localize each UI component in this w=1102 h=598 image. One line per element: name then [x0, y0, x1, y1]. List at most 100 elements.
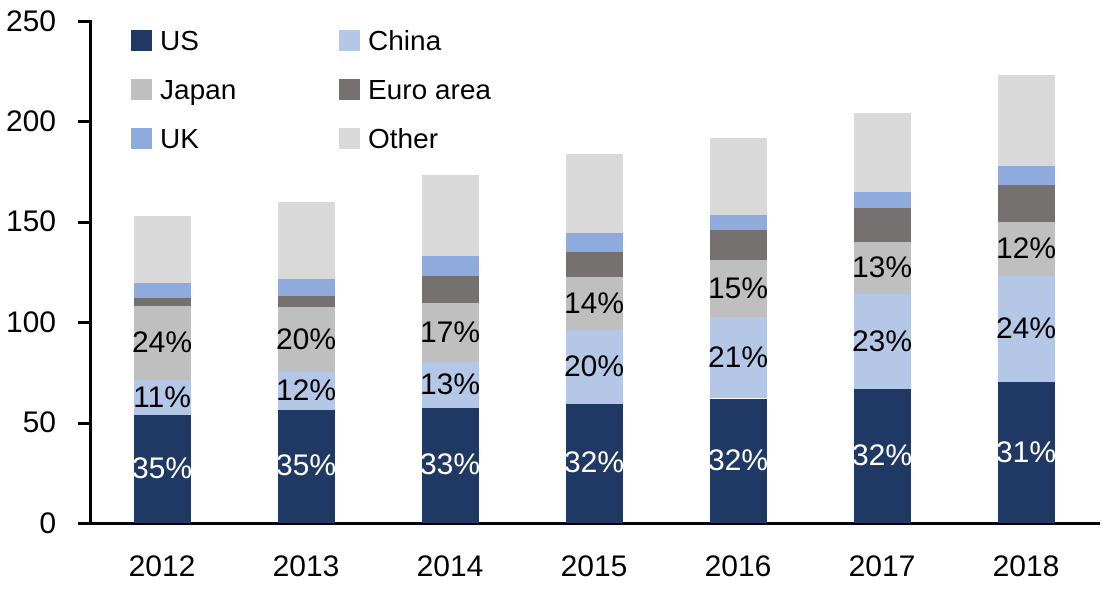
- x-axis-category-label-2016: 2016: [704, 550, 772, 583]
- bar-segment-euro-area-2018: [997, 184, 1055, 222]
- percent-label-us-2017: 32%: [851, 439, 913, 473]
- legend-label-us: US: [160, 24, 199, 56]
- bar-segment-japan-2018: [997, 221, 1055, 276]
- bar-segment-uk-2016: [709, 214, 767, 230]
- bar-segment-other-2014: [421, 174, 479, 256]
- bar-segment-japan-2013: [277, 307, 335, 373]
- y-axis-tick-50: [78, 421, 89, 425]
- legend-label-china: China: [368, 24, 442, 56]
- bar-segment-japan-2016: [709, 259, 767, 318]
- y-axis-label-150: 150: [5, 205, 56, 239]
- bar-segment-uk-2018: [997, 165, 1055, 185]
- y-axis-label-250: 250: [5, 4, 56, 38]
- bar-segment-us-2013: [277, 409, 335, 523]
- percent-label-japan-2014: 17%: [419, 315, 481, 349]
- y-axis-label-50: 50: [22, 406, 56, 440]
- percent-label-china-2012: 11%: [133, 380, 191, 414]
- bar-segment-uk-2015: [565, 232, 623, 252]
- x-axis-category-label-2014: 2014: [416, 550, 484, 583]
- legend-label-japan: Japan: [160, 73, 237, 105]
- percent-label-japan-2015: 14%: [563, 286, 625, 320]
- legend-swatch-other: [339, 128, 360, 149]
- y-axis-tick-250: [78, 20, 89, 23]
- y-axis-label-200: 200: [5, 104, 56, 138]
- bar-segment-japan-2012: [133, 306, 191, 381]
- y-axis-tick-100: [78, 321, 89, 325]
- percent-label-us-2016: 32%: [707, 443, 769, 477]
- bar-segment-japan-2017: [853, 241, 911, 295]
- legend-swatch-uk: [131, 128, 152, 149]
- legend-swatch-us: [131, 30, 152, 51]
- legend-swatch-japan: [131, 79, 152, 100]
- bar-segment-china-2016: [709, 317, 767, 399]
- legend-label-euro-area: Euro area: [368, 73, 491, 105]
- percent-label-china-2015: 20%: [563, 349, 625, 383]
- y-axis-tick-150: [78, 220, 89, 224]
- bar-segment-euro-area-2014: [421, 276, 479, 304]
- legend-label-uk: UK: [160, 122, 199, 154]
- bar-segment-uk-2017: [853, 191, 911, 208]
- bar-segment-other-2017: [853, 113, 911, 192]
- percent-label-china-2013: 12%: [275, 373, 337, 407]
- bar-segment-china-2017: [853, 294, 911, 390]
- percent-label-us-2014: 33%: [419, 448, 481, 482]
- percent-label-us-2013: 35%: [275, 449, 337, 483]
- percent-label-us-2015: 32%: [563, 446, 625, 480]
- chart-legend: US China Japan Euro area UK Other: [131, 16, 491, 163]
- bar-segment-euro-area-2013: [277, 296, 335, 308]
- legend-item-japan: Japan: [131, 73, 339, 105]
- bar-segment-us-2015: [565, 403, 623, 523]
- percent-label-us-2012: 35%: [131, 451, 193, 485]
- bar-segment-china-2015: [565, 330, 623, 404]
- percent-label-china-2014: 13%: [419, 367, 481, 401]
- x-axis-category-label-2015: 2015: [560, 550, 628, 583]
- percent-label-china-2017: 23%: [851, 324, 913, 358]
- bar-segment-us-2017: [853, 389, 911, 523]
- bar-segment-us-2018: [997, 382, 1055, 523]
- bar-segment-other-2013: [277, 201, 335, 280]
- bar-segment-euro-area-2017: [853, 207, 911, 242]
- bar-segment-japan-2014: [421, 303, 479, 363]
- x-axis-category-label-2012: 2012: [128, 550, 196, 583]
- bar-segment-uk-2013: [277, 279, 335, 297]
- percent-label-japan-2013: 20%: [275, 322, 337, 356]
- x-axis-category-label-2013: 2013: [272, 550, 340, 583]
- legend-swatch-china: [339, 30, 360, 51]
- legend-item-euro-area: Euro area: [339, 73, 491, 105]
- bar-segment-china-2014: [421, 362, 479, 408]
- bar-segment-other-2018: [997, 75, 1055, 166]
- bar-segment-euro-area-2015: [565, 251, 623, 277]
- bar-segment-china-2013: [277, 372, 335, 410]
- bar-segment-euro-area-2012: [133, 298, 191, 307]
- bar-segment-china-2012: [133, 380, 191, 415]
- y-axis-line: [89, 20, 92, 525]
- bar-segment-uk-2012: [133, 283, 191, 299]
- y-axis-tick-200: [78, 120, 89, 124]
- bar-segment-uk-2014: [421, 255, 479, 276]
- bar-segment-other-2012: [133, 215, 191, 284]
- legend-item-uk: UK: [131, 122, 339, 154]
- bar-segment-us-2012: [133, 414, 191, 523]
- x-axis-category-label-2018: 2018: [992, 550, 1060, 583]
- percent-label-japan-2012: 24%: [131, 326, 193, 360]
- legend-swatch-euro-area: [339, 79, 360, 100]
- percent-label-japan-2018: 12%: [995, 231, 1057, 265]
- legend-label-other: Other: [368, 122, 439, 154]
- bar-segment-japan-2015: [565, 277, 623, 331]
- legend-item-other: Other: [339, 122, 491, 154]
- x-axis-category-label-2017: 2017: [848, 550, 916, 583]
- bar-segment-other-2015: [565, 153, 623, 233]
- bar-segment-euro-area-2016: [709, 229, 767, 260]
- percent-label-us-2018: 31%: [995, 435, 1057, 469]
- y-axis-label-0: 0: [39, 506, 56, 540]
- bar-segment-us-2014: [421, 407, 479, 523]
- legend-item-us: US: [131, 24, 339, 56]
- y-axis-label-100: 100: [5, 305, 56, 339]
- bar-segment-us-2016: [709, 398, 767, 523]
- percent-label-japan-2016: 15%: [707, 271, 769, 305]
- percent-label-china-2018: 24%: [995, 312, 1057, 346]
- percent-label-japan-2017: 13%: [851, 250, 913, 284]
- legend-item-china: China: [339, 24, 491, 56]
- bar-segment-china-2018: [997, 276, 1055, 383]
